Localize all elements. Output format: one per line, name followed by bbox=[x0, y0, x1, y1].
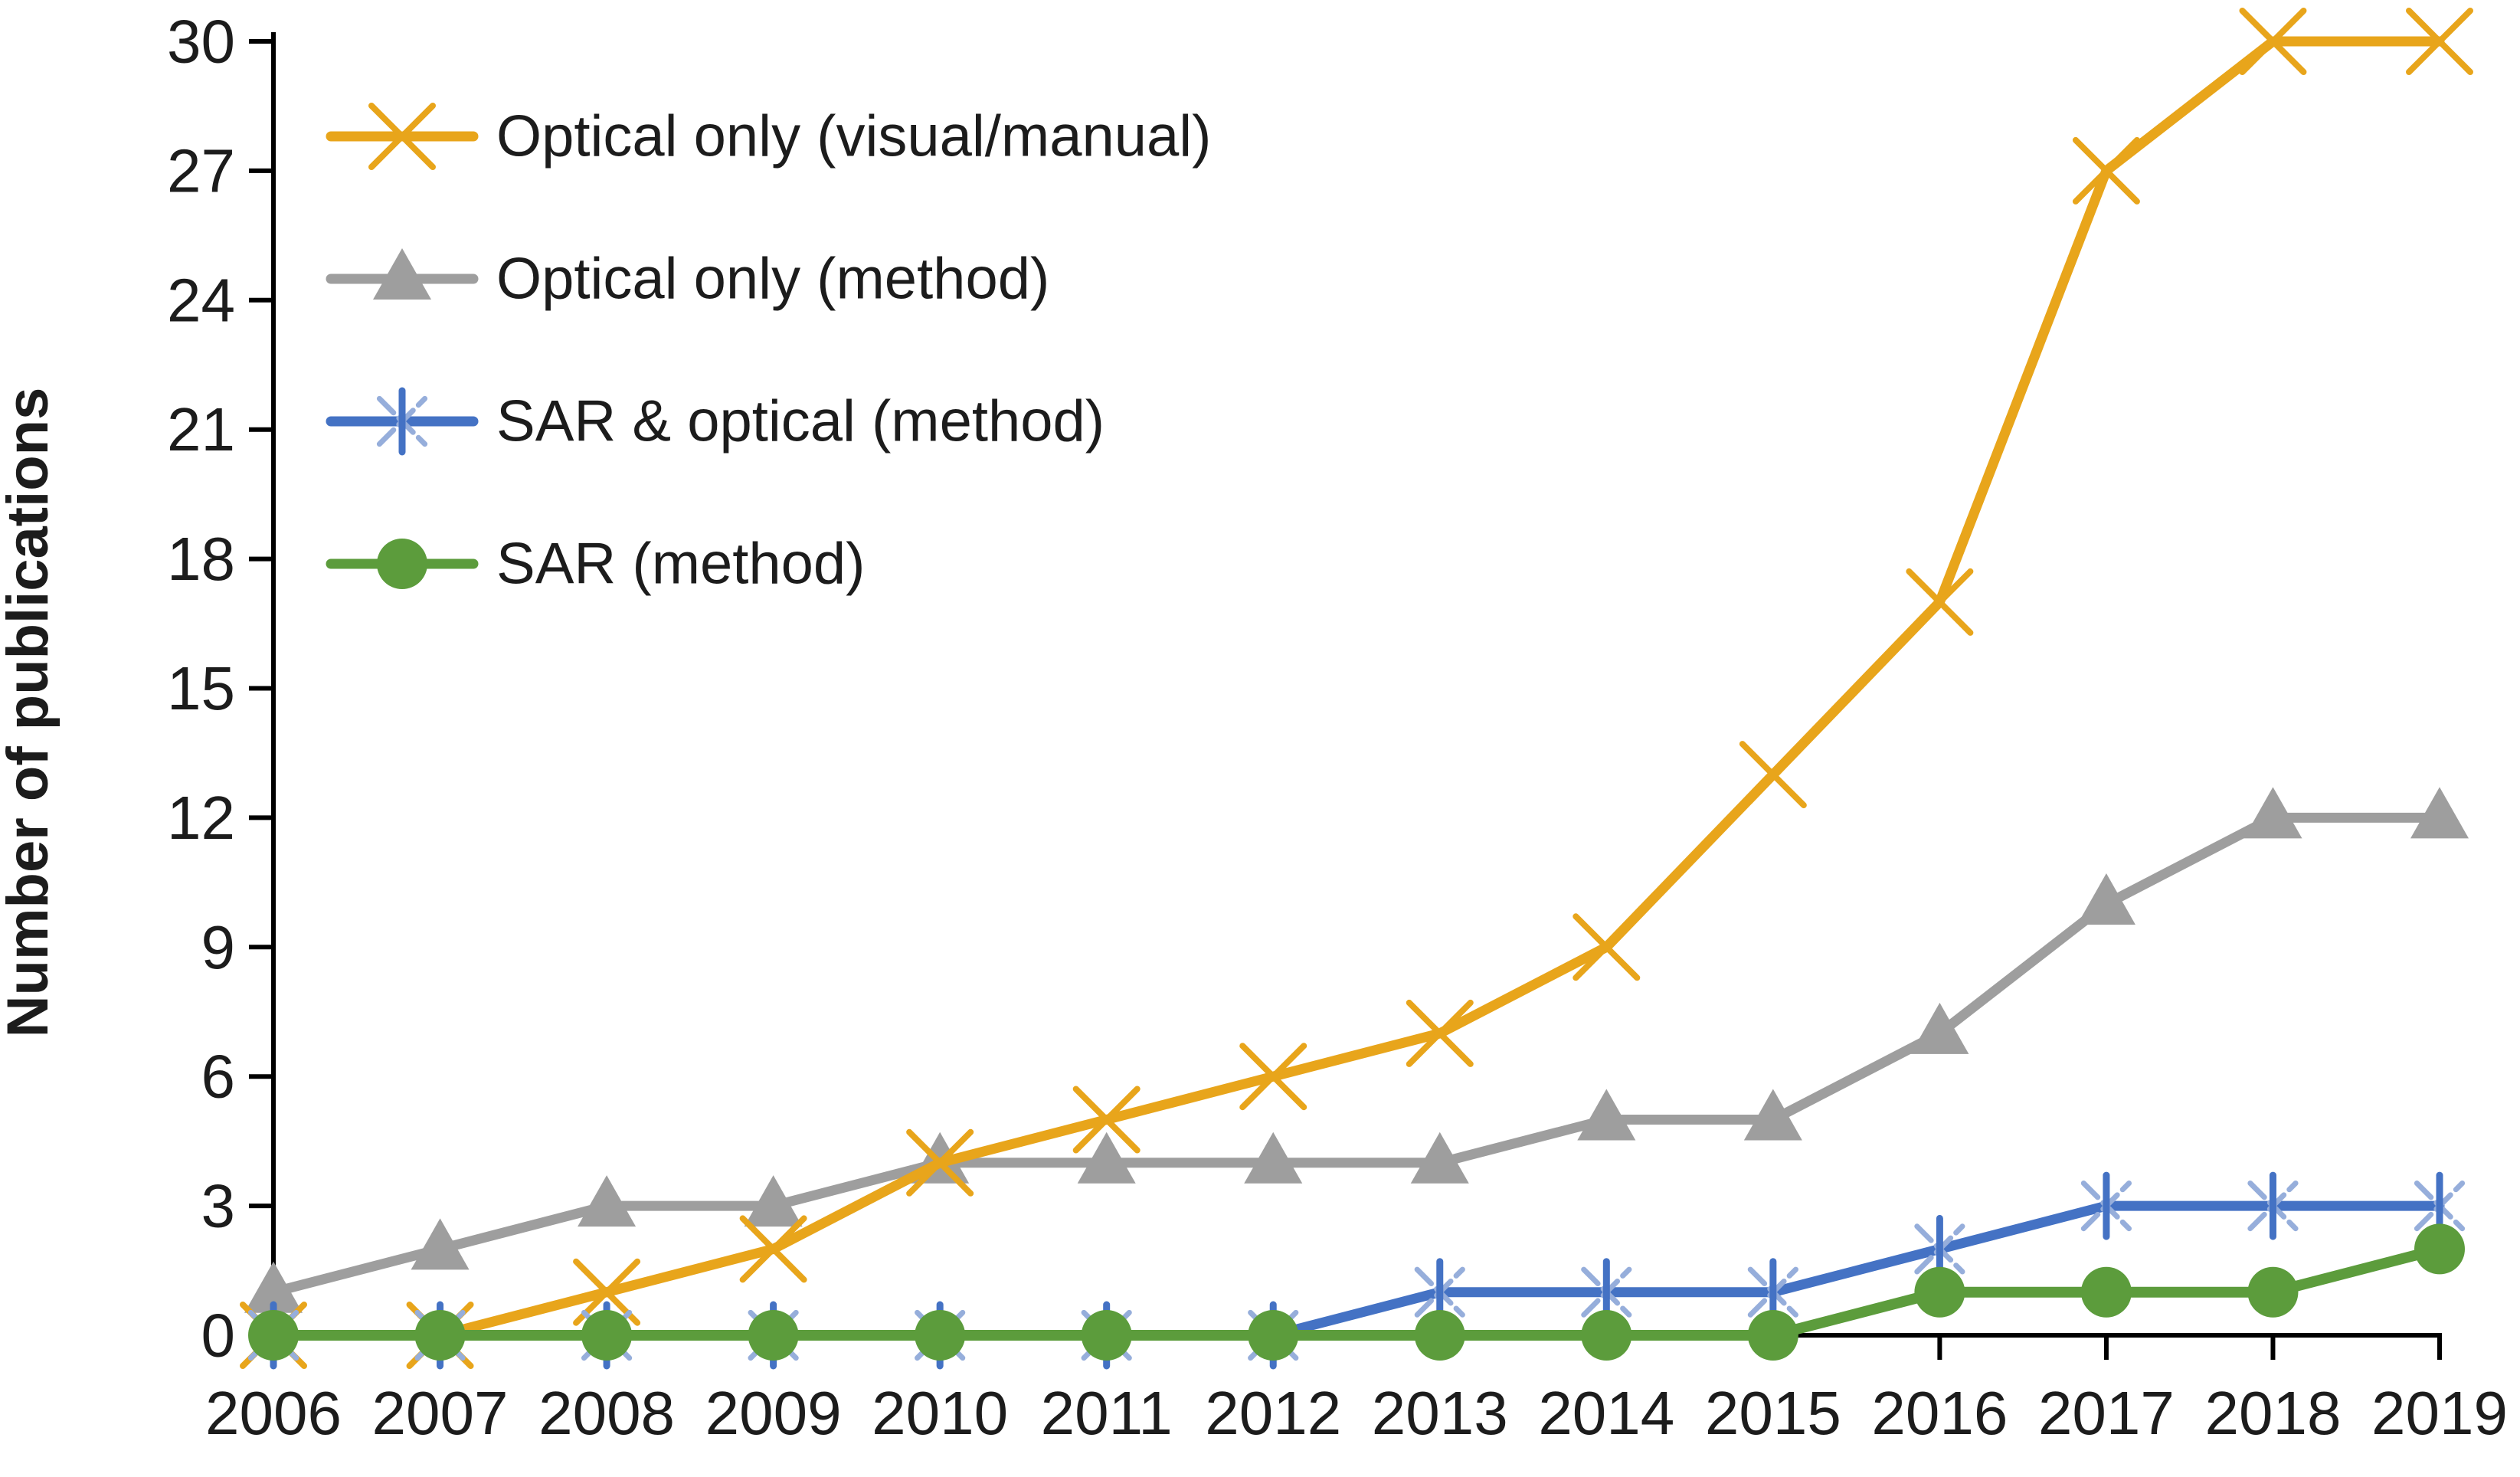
circle-marker-icon bbox=[1248, 1310, 1299, 1361]
circle-marker-icon bbox=[248, 1310, 299, 1361]
x-tick-label: 2015 bbox=[1705, 1379, 1841, 1447]
triangle-marker-icon bbox=[373, 248, 431, 300]
triangle-marker-icon bbox=[411, 1218, 470, 1270]
y-tick-label: 12 bbox=[167, 784, 235, 852]
triangle-marker-icon bbox=[744, 1175, 803, 1227]
y-tick-label: 15 bbox=[167, 654, 235, 722]
legend-label: Optical only (method) bbox=[496, 247, 1049, 312]
circle-marker-icon bbox=[1414, 1310, 1465, 1361]
series-line bbox=[268, 812, 2445, 1298]
x-marker-icon bbox=[1739, 741, 1807, 809]
triangle-marker-icon bbox=[1244, 1131, 1303, 1184]
x-tick-label: 2007 bbox=[372, 1379, 509, 1447]
triangle-marker-icon bbox=[1743, 1089, 1802, 1141]
triangle-marker-icon bbox=[1577, 1089, 1636, 1141]
x-marker-icon bbox=[906, 1128, 974, 1197]
x-marker-icon bbox=[1239, 1043, 1307, 1111]
y-tick-label: 30 bbox=[167, 8, 235, 76]
legend-item-sar-optical-method: SAR & optical (method) bbox=[326, 387, 1105, 456]
triangle-marker-icon bbox=[2243, 787, 2302, 839]
triangle-marker-icon bbox=[578, 1175, 637, 1227]
x-marker-icon bbox=[2072, 136, 2140, 205]
legend-item-optical-only-method: Optical only (method) bbox=[326, 247, 1049, 312]
y-tick-label: 18 bbox=[167, 525, 235, 593]
x-tick-label: 2008 bbox=[538, 1379, 675, 1447]
legend-label: SAR & optical (method) bbox=[496, 389, 1105, 454]
legend-label: SAR (method) bbox=[496, 532, 866, 597]
legend-label: Optical only (visual/manual) bbox=[496, 104, 1212, 169]
circle-marker-icon bbox=[1914, 1266, 1965, 1318]
x-marker-icon bbox=[739, 1215, 807, 1283]
circle-marker-icon bbox=[1581, 1310, 1632, 1361]
x-tick-label: 2017 bbox=[2038, 1379, 2175, 1447]
triangle-marker-icon bbox=[1910, 1002, 1969, 1054]
y-tick-label: 6 bbox=[201, 1043, 236, 1111]
x-tick-label: 2012 bbox=[1205, 1379, 1341, 1447]
x-tick-label: 2016 bbox=[1871, 1379, 2008, 1447]
circle-marker-icon bbox=[1081, 1310, 1132, 1361]
x-tick-label: 2013 bbox=[1372, 1379, 1508, 1447]
y-tick-label: 9 bbox=[201, 913, 236, 981]
y-tick-label: 24 bbox=[167, 266, 235, 334]
x-tick-label: 2006 bbox=[205, 1379, 342, 1447]
circle-marker-icon bbox=[2247, 1266, 2299, 1318]
x-tick-label: 2018 bbox=[2204, 1379, 2341, 1447]
triangle-marker-icon bbox=[1077, 1131, 1136, 1184]
x-marker-icon bbox=[368, 103, 436, 170]
circle-marker-icon bbox=[377, 539, 427, 589]
y-tick-label: 27 bbox=[167, 136, 235, 205]
x-marker-icon bbox=[1406, 999, 1474, 1067]
triangle-marker-icon bbox=[244, 1261, 303, 1313]
x-marker-icon bbox=[2239, 8, 2307, 75]
x-marker-icon bbox=[2406, 8, 2473, 75]
x-marker-icon bbox=[1072, 1086, 1141, 1154]
circle-marker-icon bbox=[2080, 1266, 2132, 1318]
y-tick-label: 21 bbox=[167, 395, 235, 463]
legend-item-optical-only-visual-manual: Optical only (visual/manual) bbox=[326, 103, 1212, 170]
x-tick-label: 2010 bbox=[872, 1379, 1008, 1447]
circle-marker-icon bbox=[2414, 1223, 2465, 1275]
triangle-marker-icon bbox=[2077, 873, 2135, 925]
circle-marker-icon bbox=[581, 1310, 633, 1361]
circle-marker-icon bbox=[748, 1310, 799, 1361]
series-line bbox=[268, 1243, 2445, 1341]
y-axis-title: Number of publications bbox=[0, 388, 61, 1038]
x-tick-label: 2014 bbox=[1538, 1379, 1674, 1447]
circle-marker-icon bbox=[1747, 1310, 1798, 1361]
legend-item-sar-method: SAR (method) bbox=[326, 532, 866, 597]
x-tick-label: 2011 bbox=[1041, 1379, 1173, 1447]
x-tick-label: 2019 bbox=[2371, 1379, 2508, 1447]
y-tick-label: 3 bbox=[201, 1172, 236, 1240]
triangle-marker-icon bbox=[1410, 1131, 1469, 1184]
axes: 0 3 6 9 12 15 18 21 24 27 30 2006 2007 2008 2009 2010 20… bbox=[167, 8, 2508, 1448]
x-marker-icon bbox=[1906, 568, 1974, 636]
legend: Optical only (visual/manual) Optical only… bbox=[326, 103, 1212, 597]
x-tick-label: 2009 bbox=[705, 1379, 842, 1447]
y-tick-label: 0 bbox=[201, 1302, 236, 1370]
series-sar-method bbox=[248, 1223, 2465, 1361]
x-marker-icon bbox=[1573, 913, 1641, 981]
series-line bbox=[268, 36, 2445, 1341]
series-optical-only-method bbox=[244, 787, 2469, 1313]
circle-marker-icon bbox=[414, 1310, 466, 1361]
circle-marker-icon bbox=[915, 1310, 966, 1361]
triangle-marker-icon bbox=[2410, 787, 2469, 839]
